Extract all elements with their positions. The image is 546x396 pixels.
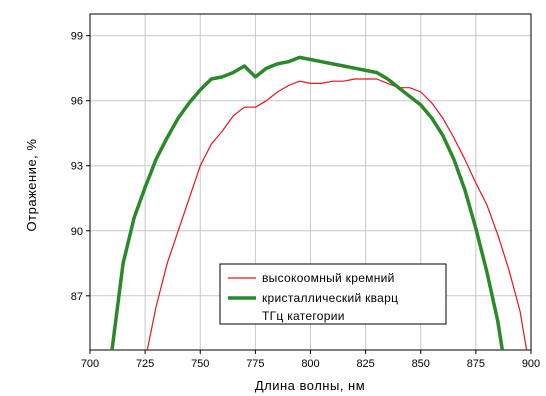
- tick-labels: 700 725 750 775 800 825 850 875 900 87 90 93 96 99: [71, 31, 540, 370]
- silicon-reflectance-line: [146, 78, 528, 350]
- legend-box: [219, 263, 447, 325]
- x-axis-title: Длина волны, нм: [255, 378, 365, 393]
- x-tick-label: 825: [356, 358, 374, 370]
- y-tick-label: 96: [71, 96, 83, 108]
- y-tick-label: 93: [71, 161, 83, 173]
- x-tick-label: 875: [467, 358, 485, 370]
- legend-label-quartz: кристаллический кварц: [262, 291, 398, 305]
- series-group: [110, 55, 528, 350]
- y-axis-title: Отражение, %: [24, 139, 39, 232]
- x-tick-label: 800: [301, 358, 319, 370]
- x-tick-label: 900: [522, 358, 540, 370]
- legend-label-thz-category: ТГц категории: [262, 309, 345, 323]
- x-tick-label: 775: [246, 358, 264, 370]
- legend-label-silicon: высокоомный кремний: [262, 271, 395, 285]
- y-tick-label: 90: [71, 226, 83, 238]
- x-tick-label: 700: [81, 358, 99, 370]
- y-tick-label: 99: [71, 31, 83, 43]
- x-tick-label: 850: [412, 358, 430, 370]
- x-tick-label: 750: [191, 358, 209, 370]
- legend: высокоомный кремний кристаллический квар…: [219, 263, 447, 325]
- y-tick-label: 87: [71, 291, 83, 303]
- x-tick-label: 725: [136, 358, 154, 370]
- quartz-reflectance-line: [110, 55, 505, 350]
